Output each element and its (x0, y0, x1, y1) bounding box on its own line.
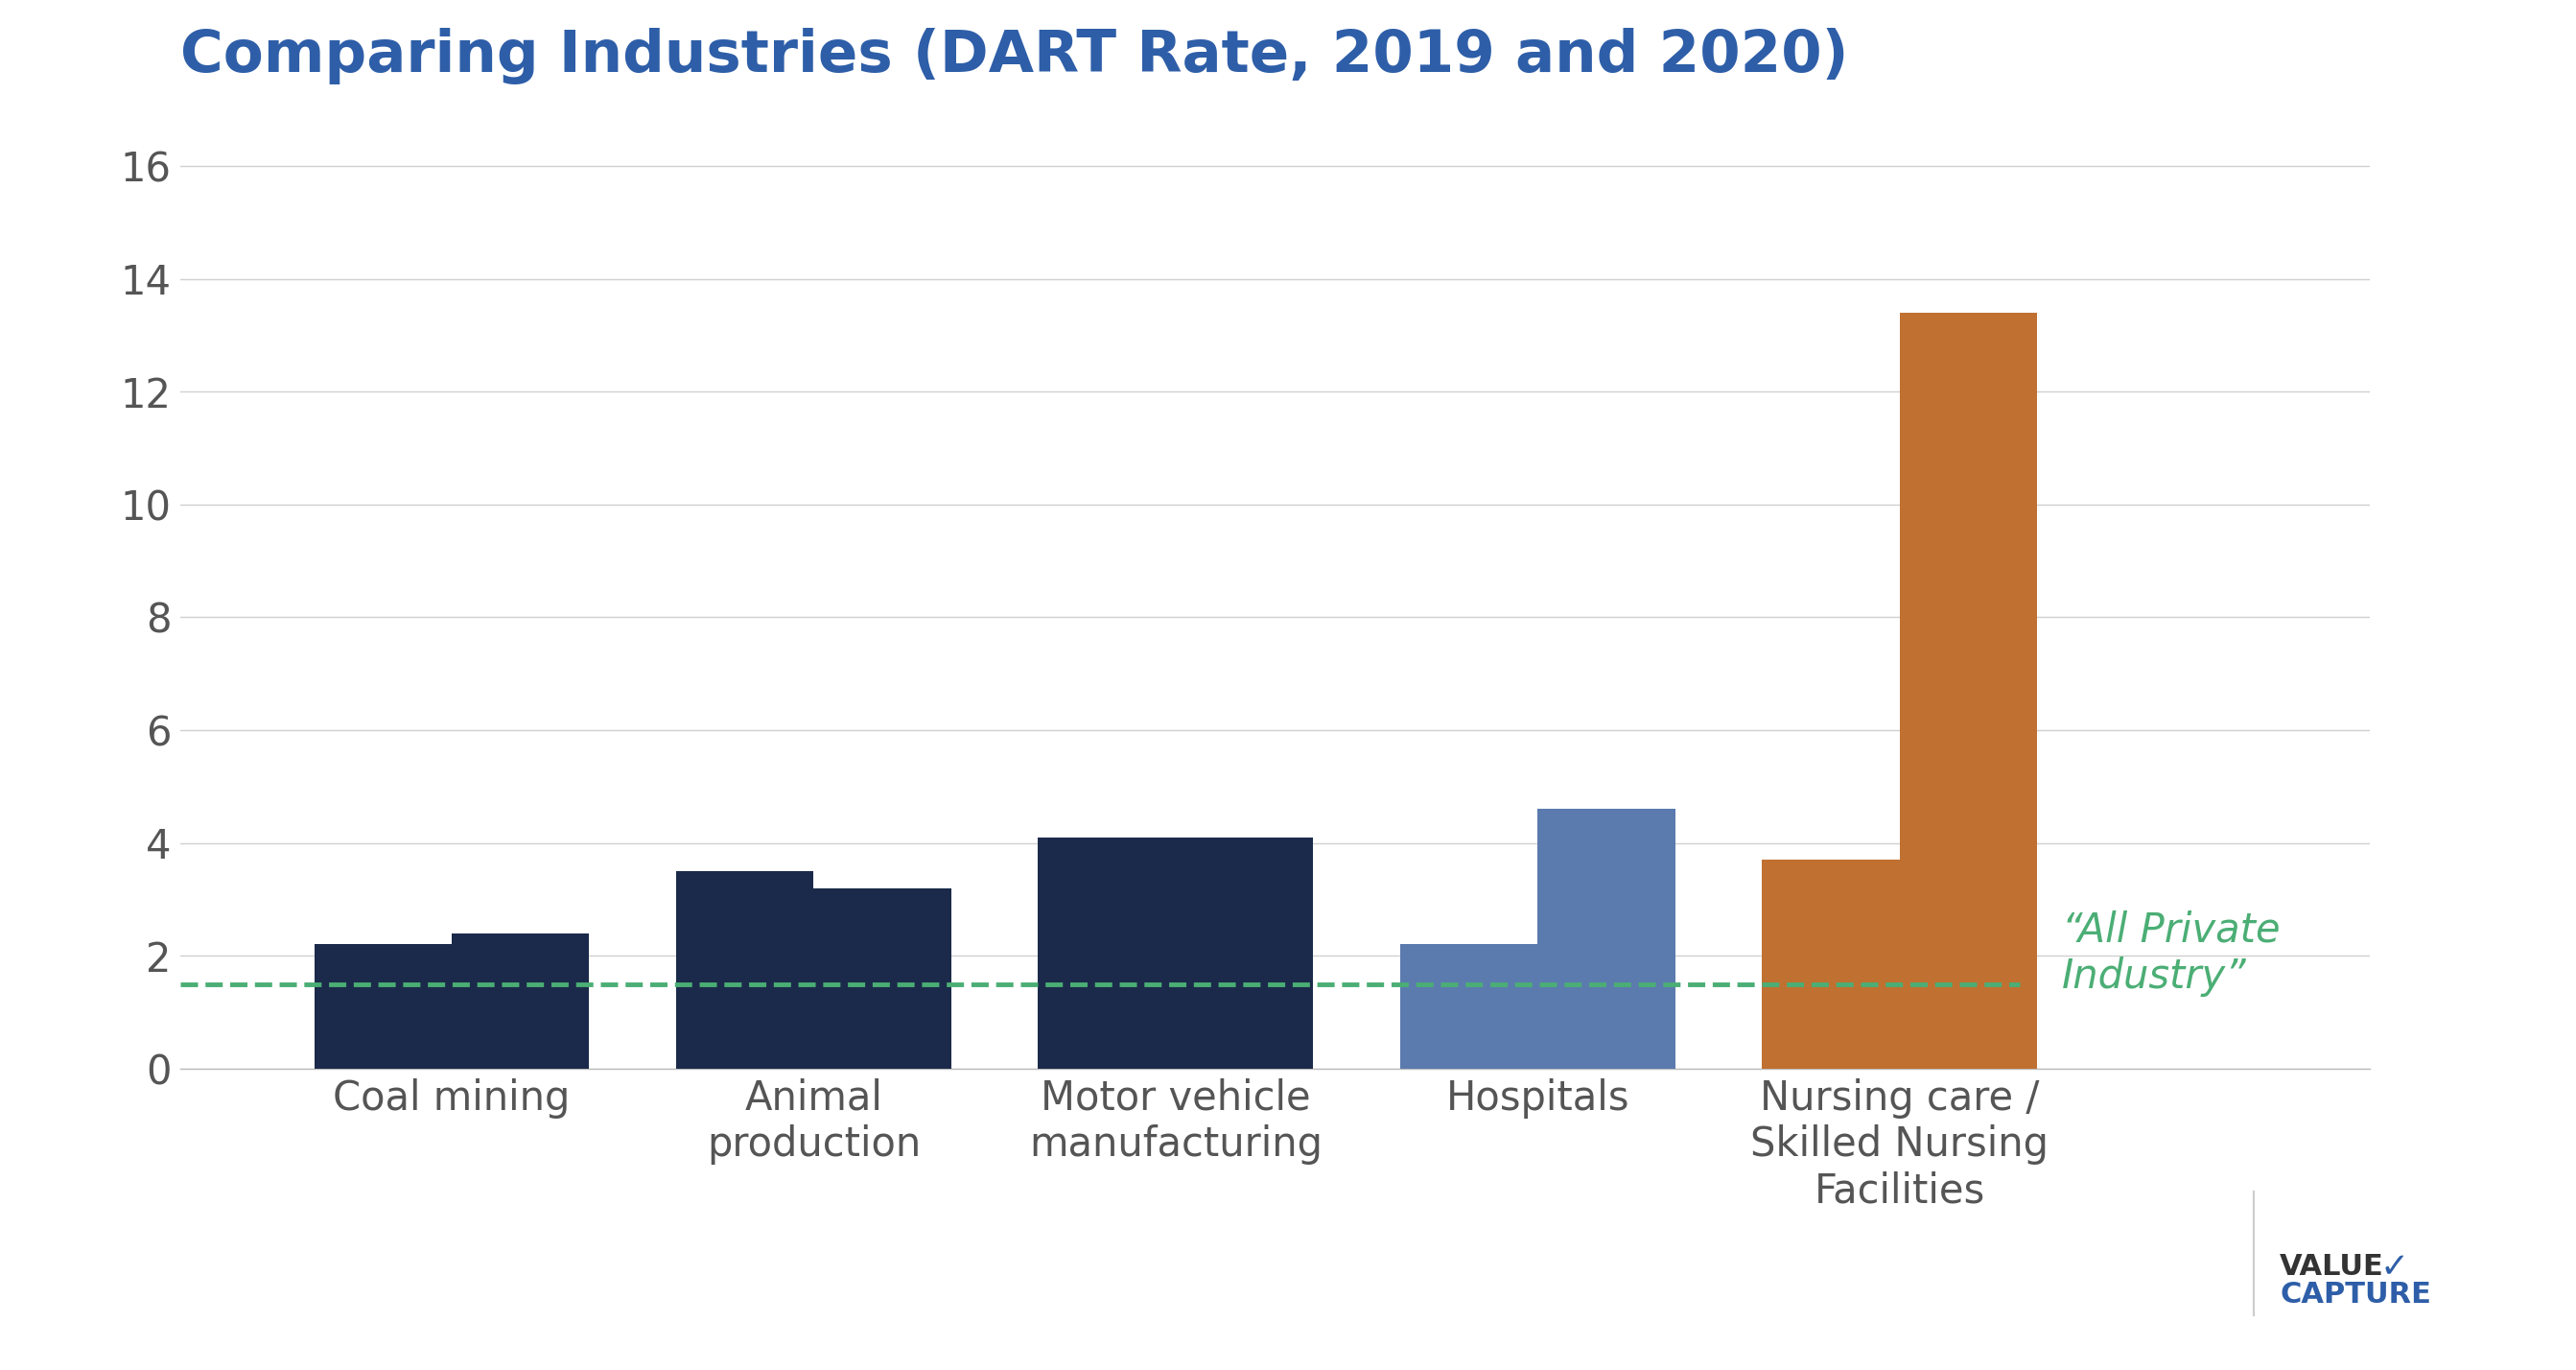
Bar (1175, 837, 1314, 1069)
Text: VALUE: VALUE (2280, 1254, 2383, 1281)
Bar (314, 944, 451, 1069)
Bar (1038, 837, 1175, 1069)
Bar (1762, 860, 1899, 1069)
Bar (814, 888, 951, 1069)
Text: CAPTURE: CAPTURE (2280, 1281, 2432, 1308)
Text: “All Private
Industry”: “All Private Industry” (2063, 910, 2280, 996)
Text: Comparing Industries (DART Rate, 2019 and 2020): Comparing Industries (DART Rate, 2019 an… (180, 29, 1850, 85)
Bar (1538, 810, 1674, 1069)
Bar (675, 871, 814, 1069)
Text: ✓: ✓ (2380, 1251, 2409, 1284)
Bar (1899, 312, 2038, 1069)
Bar (451, 933, 590, 1069)
Bar (1399, 944, 1538, 1069)
